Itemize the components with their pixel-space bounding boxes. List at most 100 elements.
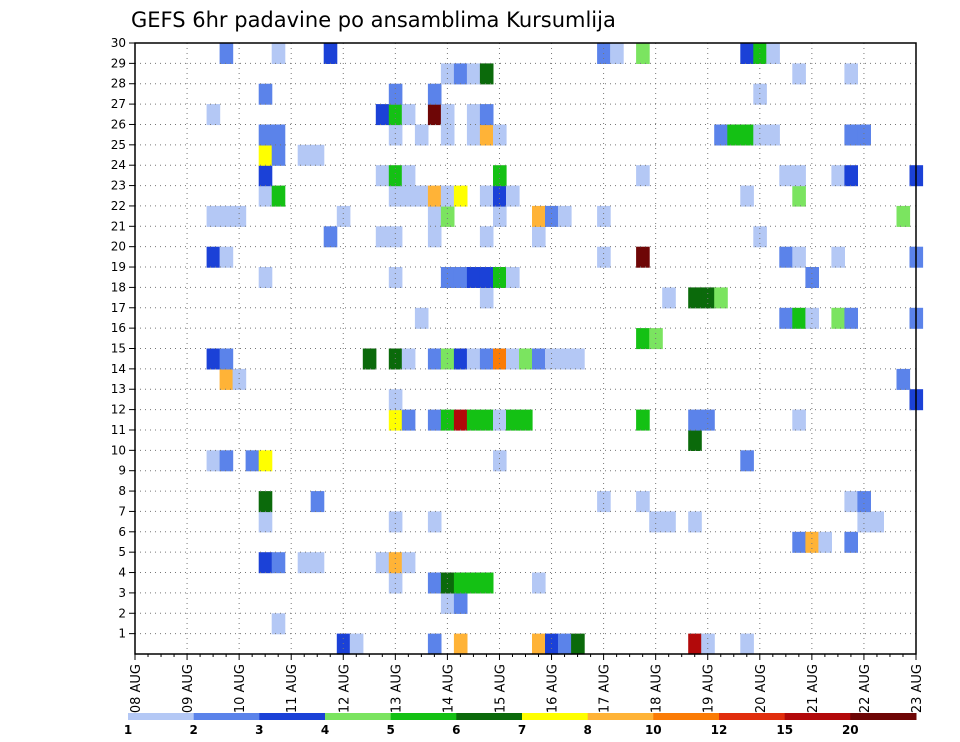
heatmap-cell bbox=[662, 287, 676, 309]
heatmap-cell bbox=[701, 287, 715, 309]
grid-lines bbox=[135, 43, 916, 654]
y-tick-label: 23 bbox=[111, 179, 126, 193]
chart-title: GEFS 6hr padavine po ansamblima Kursumli… bbox=[131, 8, 616, 32]
heatmap-cell bbox=[545, 633, 559, 655]
heatmap-cell bbox=[271, 552, 286, 574]
heatmap-cell bbox=[532, 348, 546, 370]
y-tick-label: 13 bbox=[111, 382, 126, 396]
heatmap-cell bbox=[844, 63, 858, 85]
heatmap-cell bbox=[701, 409, 715, 431]
heatmap-cell bbox=[571, 633, 585, 655]
legend-level-label: 6 bbox=[452, 723, 460, 737]
y-tick-label: 10 bbox=[111, 443, 126, 457]
y-tick-label: 3 bbox=[118, 586, 126, 600]
heatmap-cell bbox=[662, 511, 676, 533]
heatmap-cell bbox=[206, 246, 221, 268]
heatmap-cell bbox=[506, 267, 520, 288]
heatmap-cell bbox=[479, 226, 494, 248]
heatmap-cell bbox=[479, 267, 494, 288]
heatmap-cell bbox=[258, 165, 273, 187]
heatmap-cell bbox=[388, 389, 403, 411]
heatmap-cell bbox=[792, 246, 806, 268]
heatmap-cell bbox=[297, 144, 312, 166]
legend-level-label: 2 bbox=[190, 723, 198, 737]
heatmap-cell bbox=[388, 185, 403, 207]
x-tick-label: 22 AUG bbox=[858, 664, 873, 713]
heatmap-cell bbox=[610, 43, 624, 64]
x-tick-label: 15 AUG bbox=[493, 664, 508, 713]
heatmap-cell bbox=[427, 226, 442, 248]
heatmap-cell bbox=[479, 63, 494, 85]
x-tick-label: 20 AUG bbox=[754, 664, 769, 713]
heatmap-cell bbox=[857, 124, 871, 146]
heatmap-cell bbox=[206, 205, 221, 227]
heatmap-cell bbox=[831, 165, 845, 187]
heatmap-cell bbox=[688, 511, 702, 533]
heatmap-cell bbox=[414, 124, 429, 146]
heatmap-cell bbox=[493, 267, 507, 288]
heatmap-cell bbox=[844, 307, 858, 329]
heatmap-cell bbox=[427, 633, 442, 655]
heatmap-cell bbox=[206, 104, 221, 126]
heatmap-cell bbox=[636, 165, 650, 187]
y-tick-label: 14 bbox=[111, 362, 126, 376]
heatmap-cell bbox=[466, 104, 481, 126]
heatmap-cell bbox=[258, 267, 273, 288]
heatmap-cell bbox=[427, 348, 442, 370]
heatmap-cell bbox=[857, 491, 871, 513]
heatmap-cell bbox=[271, 144, 286, 166]
heatmap-cell bbox=[753, 124, 767, 146]
heatmap-cell bbox=[493, 205, 507, 227]
x-tick-label: 13 AUG bbox=[389, 664, 404, 713]
heatmap-cell bbox=[427, 104, 442, 126]
heatmap-cell bbox=[349, 633, 364, 655]
heatmap-cell bbox=[479, 348, 494, 370]
heatmap-cell bbox=[506, 185, 520, 207]
legend-level-label: 15 bbox=[776, 723, 793, 737]
heatmap-cell bbox=[453, 409, 468, 431]
heatmap-cell bbox=[258, 185, 273, 207]
heatmap-cell bbox=[453, 633, 468, 655]
heatmap-cell bbox=[636, 246, 650, 268]
heatmap-cell bbox=[479, 104, 494, 126]
heatmap-cell bbox=[740, 633, 754, 655]
heatmap-cell bbox=[440, 205, 455, 227]
heatmap-cell bbox=[362, 348, 377, 370]
x-tick-label: 09 AUG bbox=[181, 664, 196, 713]
heatmap-cell bbox=[401, 348, 416, 370]
heatmap-cell bbox=[479, 572, 494, 594]
x-tick-label: 11 AUG bbox=[285, 664, 300, 713]
legend-level-label: 8 bbox=[584, 723, 592, 737]
heatmap-cell bbox=[493, 450, 507, 472]
heatmap-cell bbox=[323, 43, 338, 64]
y-tick-label: 11 bbox=[111, 423, 126, 437]
heatmap-cell bbox=[401, 165, 416, 187]
heatmap-cell bbox=[310, 491, 325, 513]
heatmap-cell bbox=[740, 185, 754, 207]
heatmap-cell bbox=[336, 205, 351, 227]
heatmap-cell bbox=[792, 531, 806, 553]
heatmap-cell bbox=[453, 63, 468, 85]
heatmap-cell bbox=[792, 63, 806, 85]
heatmap-cell bbox=[297, 552, 312, 574]
heatmap-cell bbox=[375, 165, 390, 187]
heatmap-cell bbox=[258, 144, 273, 166]
heatmap-cell bbox=[336, 633, 351, 655]
heatmap-cell bbox=[388, 552, 403, 574]
heatmap-cell bbox=[453, 348, 468, 370]
heatmap-cell bbox=[401, 104, 416, 126]
heatmap-cell bbox=[792, 307, 806, 329]
legend-level-label: 4 bbox=[321, 723, 329, 737]
heatmap-cell bbox=[375, 226, 390, 248]
heatmap-cell bbox=[427, 83, 442, 105]
heatmap-cell bbox=[427, 572, 442, 594]
x-tick-label: 19 AUG bbox=[702, 664, 717, 713]
heatmap-cell bbox=[427, 205, 442, 227]
heatmap-cell bbox=[219, 246, 234, 268]
heatmap-cell bbox=[401, 409, 416, 431]
y-axis: 1234567891011121314151617181920212223242… bbox=[111, 36, 135, 641]
heatmap-cell bbox=[258, 511, 273, 533]
legend-swatch bbox=[193, 713, 260, 720]
heatmap-cell bbox=[506, 348, 520, 370]
